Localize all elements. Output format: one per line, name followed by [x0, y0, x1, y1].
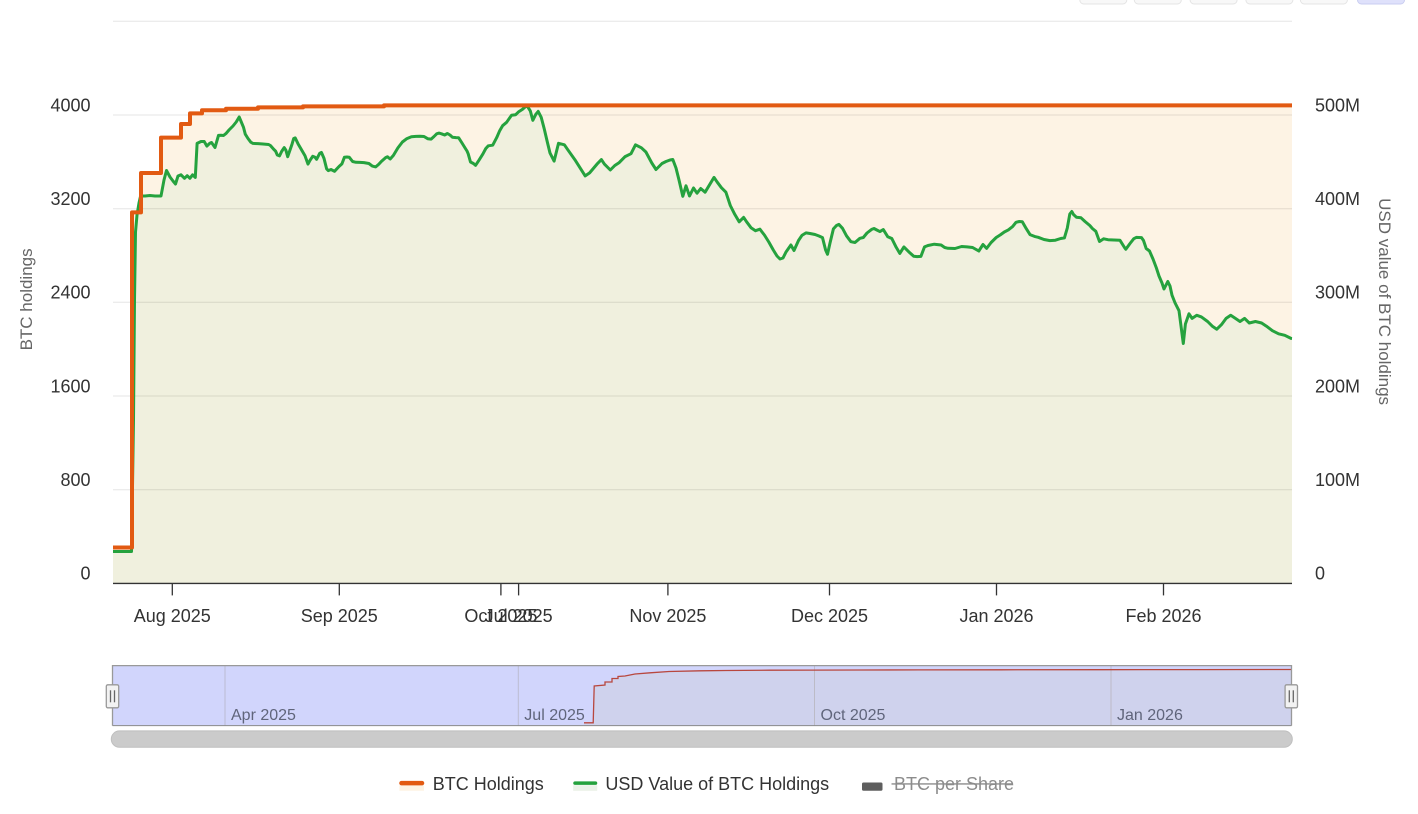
svg-text:Apr 2025: Apr 2025 — [231, 707, 296, 724]
svg-text:Dec 2025: Dec 2025 — [791, 606, 868, 626]
svg-text:300M: 300M — [1315, 283, 1360, 303]
svg-text:0: 0 — [1315, 564, 1325, 584]
svg-text:Jul 2025: Jul 2025 — [485, 606, 553, 626]
svg-text:Jul 2025: Jul 2025 — [524, 707, 585, 724]
svg-text:Oct 2025: Oct 2025 — [821, 707, 886, 724]
svg-text:Jan 2026: Jan 2026 — [1117, 707, 1183, 724]
svg-text:Feb 2026: Feb 2026 — [1125, 606, 1201, 626]
svg-text:800: 800 — [60, 470, 90, 490]
svg-text:BTC holdings: BTC holdings — [17, 248, 36, 350]
svg-text:500M: 500M — [1315, 95, 1360, 115]
svg-text:400M: 400M — [1315, 189, 1360, 209]
svg-text:BTC Holdings: BTC Holdings — [433, 774, 544, 794]
svg-text:Nov 2025: Nov 2025 — [629, 606, 706, 626]
svg-text:2400: 2400 — [50, 283, 90, 303]
svg-text:Aug 2025: Aug 2025 — [134, 606, 211, 626]
svg-text:0: 0 — [80, 564, 90, 584]
svg-text:3200: 3200 — [50, 189, 90, 209]
svg-text:Jan 2026: Jan 2026 — [959, 606, 1033, 626]
svg-text:4000: 4000 — [50, 95, 90, 115]
svg-text:100M: 100M — [1315, 470, 1360, 490]
svg-text:Oct 2025: Oct 2025 — [464, 606, 537, 626]
svg-text:Sep 2025: Sep 2025 — [301, 606, 378, 626]
svg-text:USD value of BTC holdings: USD value of BTC holdings — [1375, 198, 1394, 405]
svg-text:USD Value of BTC Holdings: USD Value of BTC Holdings — [605, 774, 829, 794]
svg-text:200M: 200M — [1315, 376, 1360, 396]
svg-text:1600: 1600 — [50, 376, 90, 396]
